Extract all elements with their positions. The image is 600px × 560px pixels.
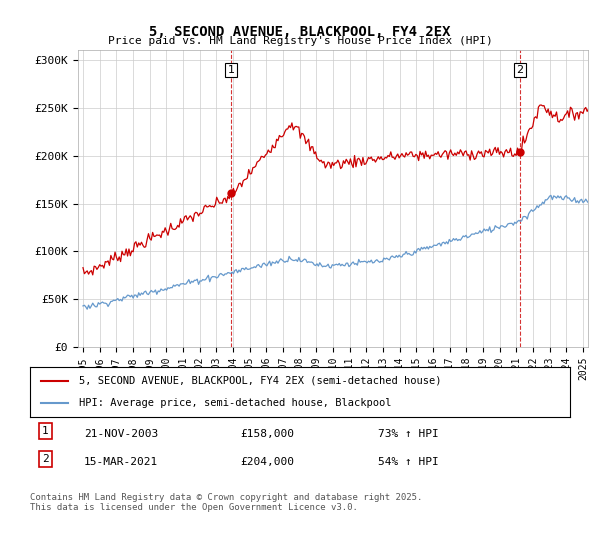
Text: 2: 2 bbox=[516, 66, 523, 75]
Text: £158,000: £158,000 bbox=[240, 429, 294, 439]
Text: 21-NOV-2003: 21-NOV-2003 bbox=[84, 429, 158, 439]
Text: 2: 2 bbox=[42, 454, 49, 464]
Text: 5, SECOND AVENUE, BLACKPOOL, FY4 2EX (semi-detached house): 5, SECOND AVENUE, BLACKPOOL, FY4 2EX (se… bbox=[79, 376, 441, 386]
Text: Price paid vs. HM Land Registry's House Price Index (HPI): Price paid vs. HM Land Registry's House … bbox=[107, 36, 493, 46]
Text: 5, SECOND AVENUE, BLACKPOOL, FY4 2EX: 5, SECOND AVENUE, BLACKPOOL, FY4 2EX bbox=[149, 25, 451, 39]
Text: 1: 1 bbox=[42, 426, 49, 436]
Text: 1: 1 bbox=[227, 66, 235, 75]
Text: £204,000: £204,000 bbox=[240, 457, 294, 467]
Text: 15-MAR-2021: 15-MAR-2021 bbox=[84, 457, 158, 467]
Text: 54% ↑ HPI: 54% ↑ HPI bbox=[378, 457, 439, 467]
Text: Contains HM Land Registry data © Crown copyright and database right 2025.
This d: Contains HM Land Registry data © Crown c… bbox=[30, 493, 422, 512]
Text: HPI: Average price, semi-detached house, Blackpool: HPI: Average price, semi-detached house,… bbox=[79, 398, 391, 408]
Text: 73% ↑ HPI: 73% ↑ HPI bbox=[378, 429, 439, 439]
